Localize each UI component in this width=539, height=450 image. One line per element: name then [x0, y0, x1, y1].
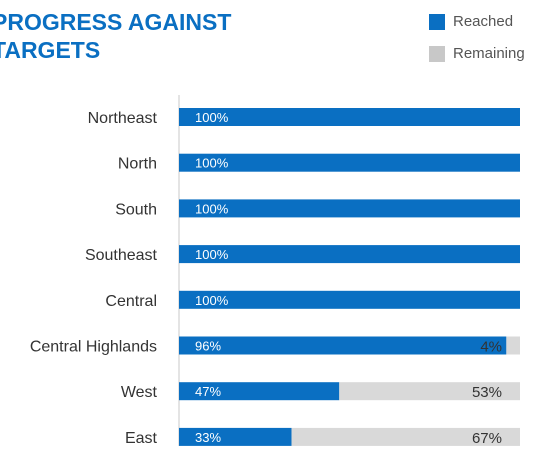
chart-title: PROGRESS AGAINST TARGETS — [0, 9, 232, 63]
bar-reached-south — [179, 199, 520, 218]
category-label-west: West — [121, 384, 158, 401]
category-label-northeast: Northeast — [88, 110, 158, 127]
data-label-reached-north: 100% — [195, 156, 229, 171]
data-label-reached-east: 33% — [195, 430, 221, 445]
bar-remaining-west — [339, 382, 520, 401]
category-label-east: East — [125, 430, 158, 447]
data-label-reached-west: 47% — [195, 384, 221, 399]
data-label-remaining-east: 67% — [472, 430, 502, 447]
legend-swatch-reached — [429, 14, 445, 30]
bar-reached-central — [179, 290, 520, 309]
bar-remaining-east — [291, 427, 520, 446]
category-label-north: North — [118, 156, 157, 173]
category-label-central-highlands: Central Highlands — [30, 339, 157, 356]
legend-label-reached: Reached — [453, 13, 514, 30]
category-label-south: South — [115, 201, 157, 218]
data-label-reached-south: 100% — [195, 201, 229, 216]
bar-reached-north — [179, 153, 520, 172]
bar-reached-central-highlands — [179, 336, 507, 355]
bar-reached-southeast — [179, 245, 520, 264]
bar-reached-east — [179, 427, 292, 446]
category-label-southeast: Southeast — [85, 247, 158, 264]
data-label-remaining-central-highlands: 4% — [480, 339, 502, 356]
legend-swatch-remaining — [429, 46, 445, 62]
legend-label-remaining: Remaining — [453, 45, 525, 62]
category-label-central: Central — [105, 293, 157, 310]
data-label-reached-central: 100% — [195, 293, 229, 308]
bar-reached-west — [179, 382, 340, 401]
bar-reached-northeast — [179, 108, 520, 126]
bar-remaining-central-highlands — [506, 336, 520, 355]
data-label-reached-northeast: 100% — [195, 110, 229, 125]
data-label-reached-southeast: 100% — [195, 247, 229, 262]
data-label-reached-central-highlands: 96% — [195, 339, 221, 354]
data-label-remaining-west: 53% — [472, 384, 502, 401]
